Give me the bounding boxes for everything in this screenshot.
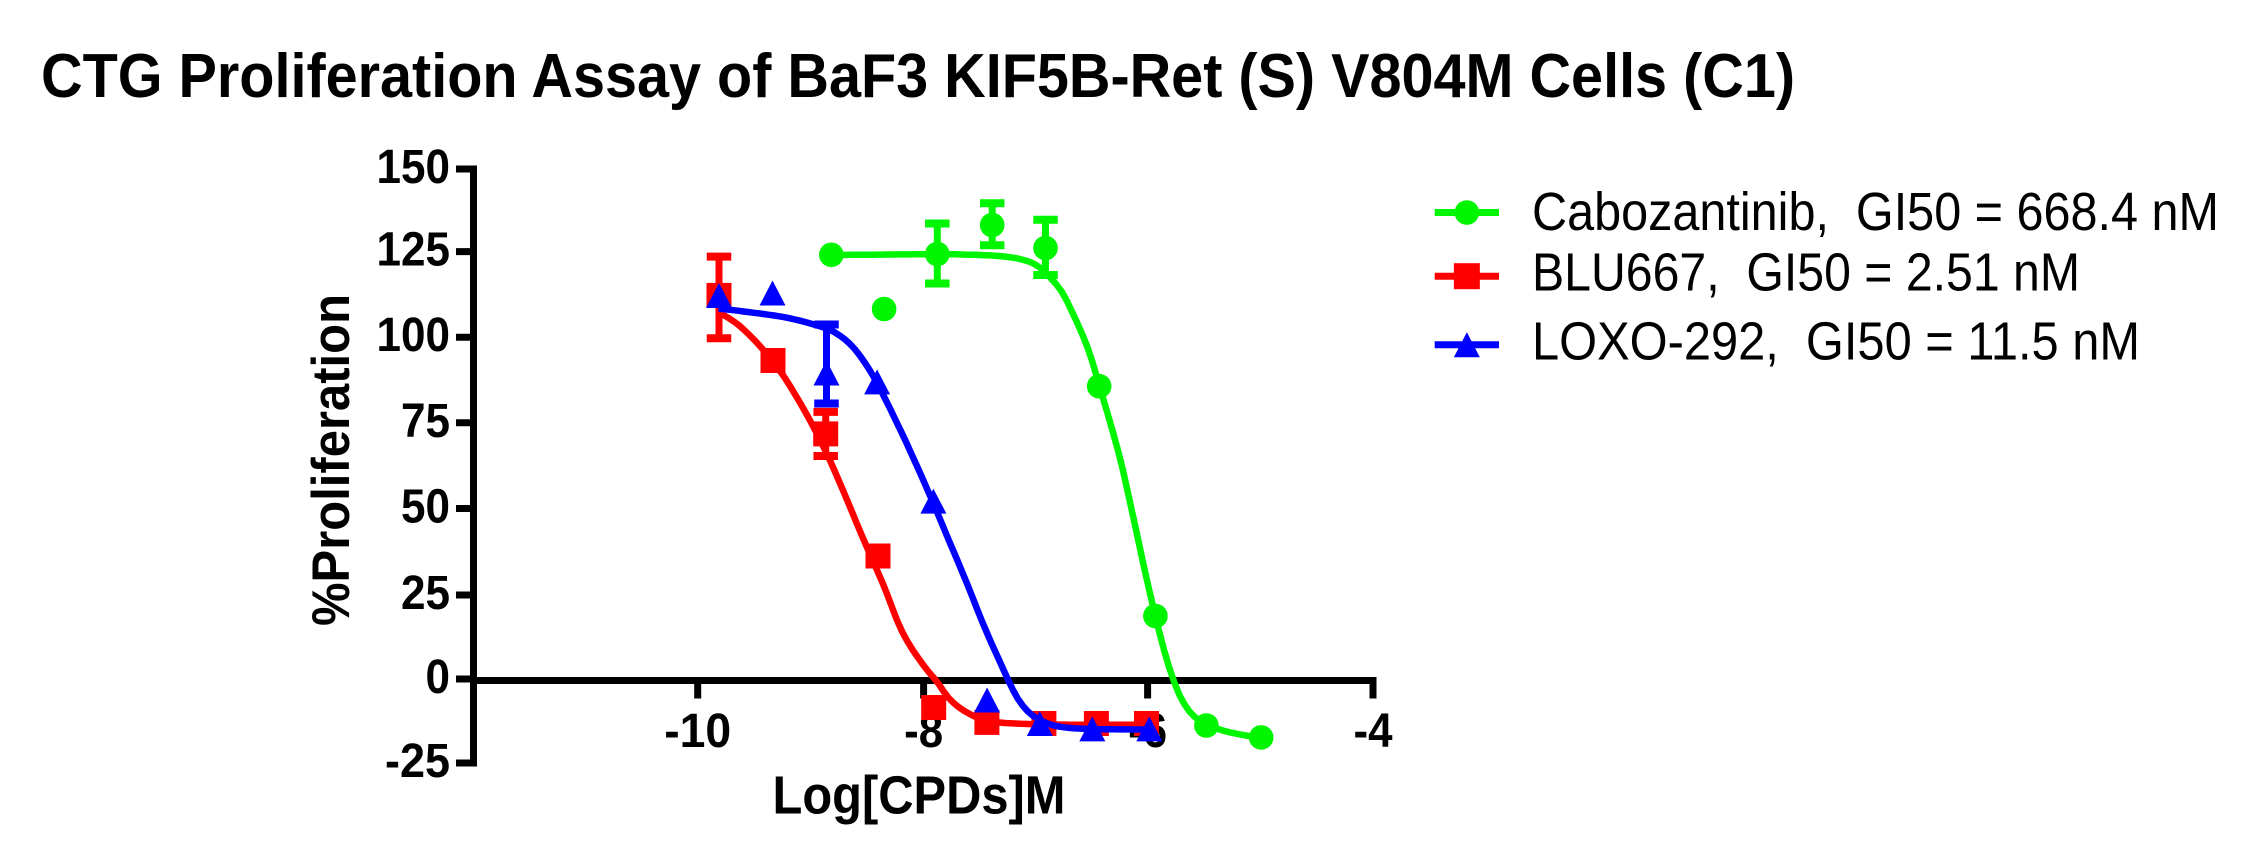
svg-text:-25: -25 — [385, 735, 450, 788]
svg-text:BLU667, GI50 = 2.51 nM: BLU667, GI50 = 2.51 nM — [1532, 244, 2080, 303]
svg-text:100: 100 — [377, 309, 451, 362]
svg-text:50: 50 — [401, 481, 450, 534]
svg-text:-10: -10 — [664, 705, 731, 758]
svg-text:%Proliferation: %Proliferation — [302, 294, 361, 626]
svg-text:25: 25 — [401, 567, 450, 620]
svg-text:0: 0 — [426, 651, 451, 704]
svg-text:150: 150 — [377, 141, 451, 194]
svg-text:LOXO-292, GI50 = 11.5 nM: LOXO-292, GI50 = 11.5 nM — [1532, 312, 2140, 371]
svg-text:Cabozantinib, GI50 = 668.4 nM: Cabozantinib, GI50 = 668.4 nM — [1532, 183, 2219, 242]
svg-text:CTG Proliferation Assay of BaF: CTG Proliferation Assay of BaF3 KIF5B-Re… — [41, 42, 1795, 111]
svg-text:75: 75 — [401, 395, 450, 448]
svg-text:125: 125 — [377, 224, 451, 277]
svg-text:Log[CPDs]M: Log[CPDs]M — [773, 766, 1066, 826]
svg-text:-4: -4 — [1354, 705, 1393, 758]
